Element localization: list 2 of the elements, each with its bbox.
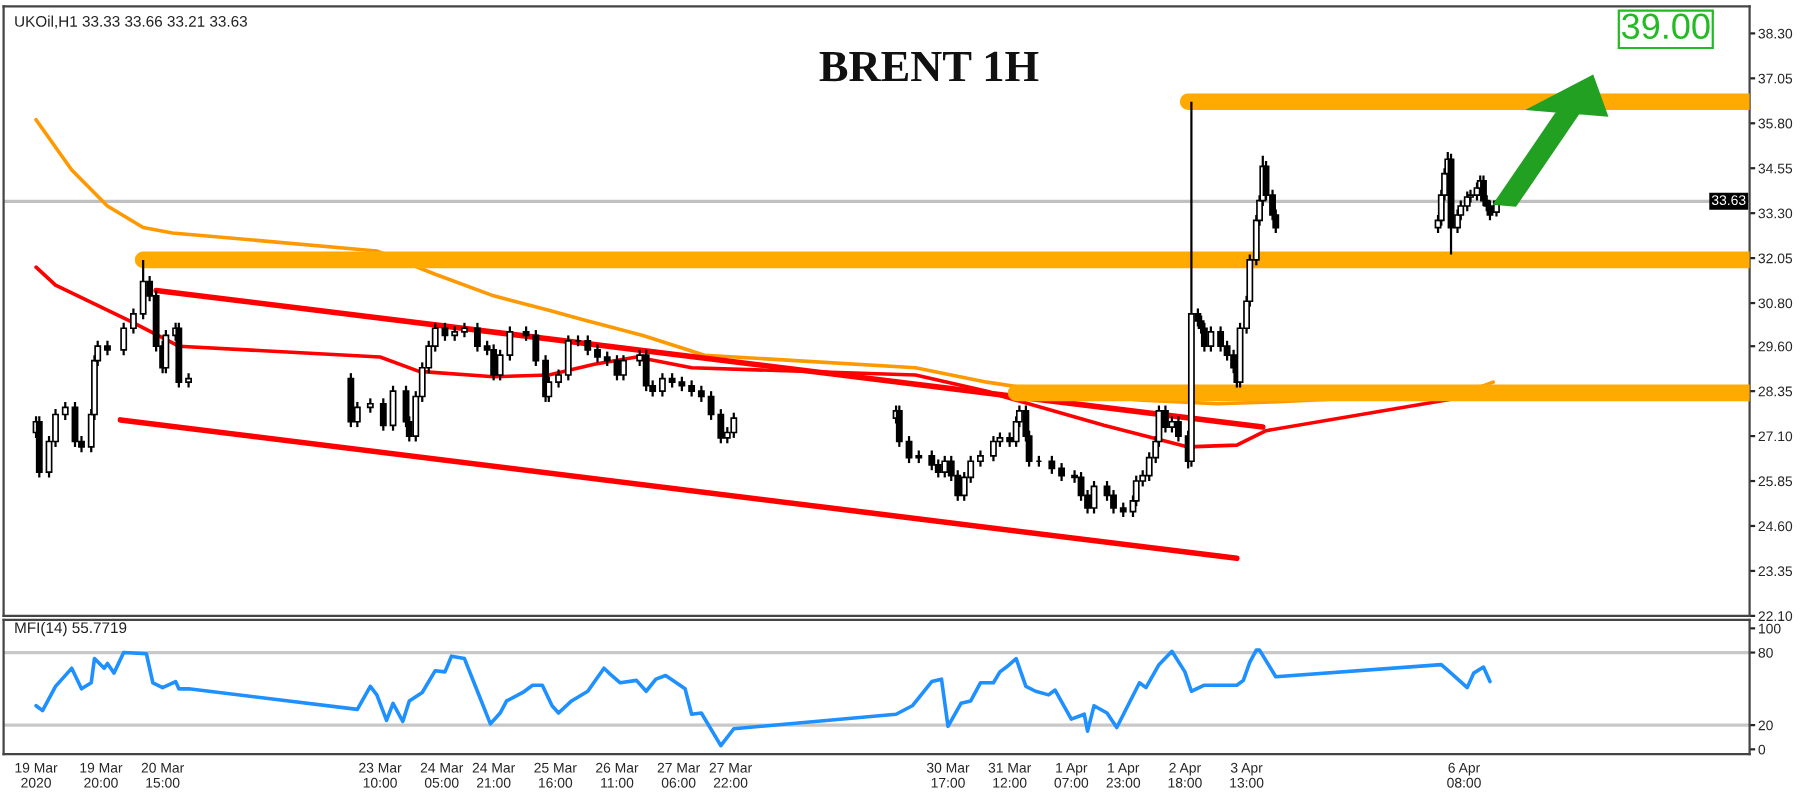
- annotation: BRENT 1H: [819, 51, 1039, 82]
- annotation: 39.00: [1621, 13, 1710, 40]
